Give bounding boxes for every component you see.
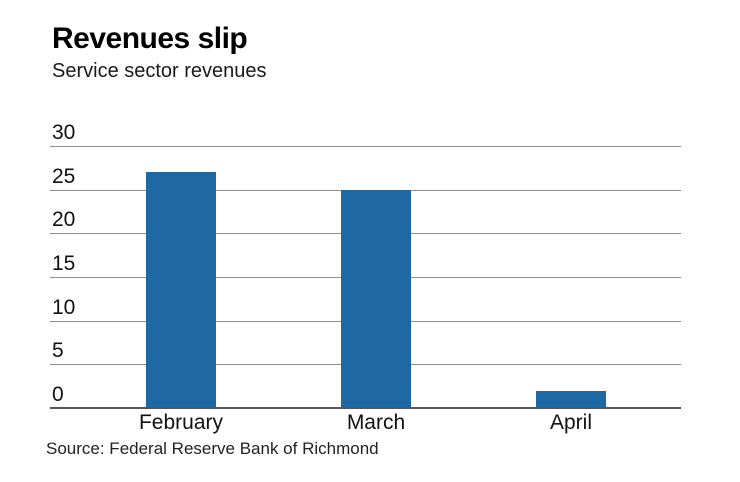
y-tick-label-15: 15 xyxy=(52,252,76,275)
x-axis-baseline xyxy=(50,407,681,409)
bar-april xyxy=(536,391,606,408)
x-tick-label-april: April xyxy=(549,411,592,434)
gridline-y30 xyxy=(50,146,681,147)
source-note: Source: Federal Reserve Bank of Richmond xyxy=(46,439,379,458)
y-tick-label-10: 10 xyxy=(52,296,76,319)
y-tick-label-0: 0 xyxy=(52,383,64,406)
bar-february xyxy=(146,172,216,408)
bar-march xyxy=(341,190,411,408)
y-tick-label-25: 25 xyxy=(52,165,76,188)
y-tick-label-5: 5 xyxy=(52,339,64,362)
chart-title: Revenues slip xyxy=(52,22,248,55)
y-tick-label-20: 20 xyxy=(52,208,76,231)
chart-subtitle: Service sector revenues xyxy=(52,60,267,82)
x-tick-label-february: February xyxy=(138,411,224,434)
x-tick-label-march: March xyxy=(346,411,406,434)
y-tick-label-30: 30 xyxy=(52,121,76,144)
